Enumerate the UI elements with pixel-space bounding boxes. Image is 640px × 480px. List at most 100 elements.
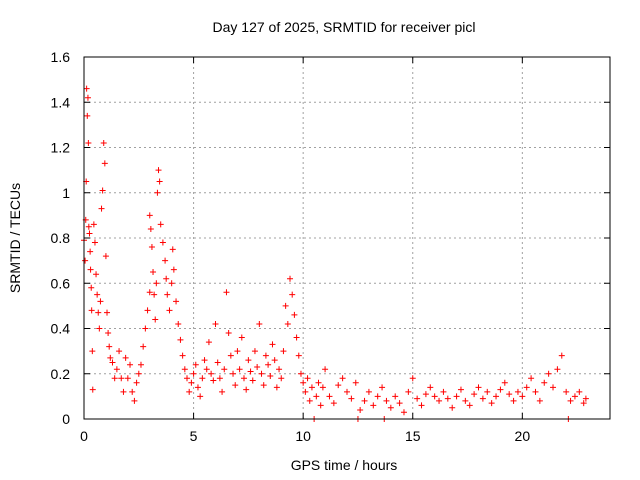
data-point [313,393,320,400]
data-point [571,393,578,400]
data-point [528,375,535,382]
data-point [122,354,129,361]
data-point [523,384,530,391]
data-point [260,382,267,389]
x-tick-label: 5 [190,428,198,444]
data-point [245,357,252,364]
data-point [258,370,265,377]
data-point [519,393,526,400]
data-point [190,370,197,377]
data-point [319,384,326,391]
plot-frame [83,56,611,420]
data-point [98,205,105,212]
x-tick-label: 15 [405,428,421,444]
data-point [154,189,161,196]
data-point [532,388,539,395]
y-tick-label: 0 [62,411,70,427]
data-point [365,388,372,395]
data-point [84,94,91,101]
data-point [106,343,113,350]
data-point [152,316,159,323]
data-point [179,352,186,359]
data-point [510,397,517,404]
data-point [484,388,491,395]
data-point [471,391,478,398]
y-tick-label: 1.6 [51,49,71,65]
data-point [225,330,232,337]
data-point [203,366,210,373]
data-point [405,388,412,395]
data-point [140,343,147,350]
data-point [440,388,447,395]
data-point [295,352,302,359]
chart-title: Day 127 of 2025, SRMTID for receiver pic… [213,19,476,35]
data-point [85,223,92,230]
data-point [88,284,95,291]
data-point [89,348,96,355]
data-point [289,291,296,298]
data-point [422,391,429,398]
data-point [558,352,565,359]
data-point [414,395,421,402]
data-point [89,386,96,393]
data-point [194,384,201,391]
data-point [427,384,434,391]
data-point [282,302,289,309]
data-point [164,291,171,298]
data-point [247,368,254,375]
data-point [273,384,280,391]
data-point [87,248,94,255]
data-point [104,309,111,316]
data-point [293,334,300,341]
data-point [335,382,342,389]
data-point [163,275,170,282]
data-point [300,379,307,386]
data-point [254,363,261,370]
axis-ticks [83,56,610,420]
data-point [192,361,199,368]
data-point [127,361,134,368]
data-point [379,384,386,391]
data-point [157,221,164,228]
data-point [91,239,98,246]
data-point [151,291,158,298]
data-point [582,395,589,402]
data-point [135,370,142,377]
data-point [514,388,521,395]
data-point [94,291,101,298]
data-point [223,289,230,296]
data-point [86,230,93,237]
data-point [85,139,92,146]
data-point [462,397,469,404]
data-point [150,268,157,275]
data-point [232,382,239,389]
data-point [297,370,304,377]
data-point [330,400,337,407]
data-point [146,212,153,219]
data-point [304,375,311,382]
y-tick-label: 0.6 [51,275,71,291]
data-point [118,375,125,382]
data-point [339,375,346,382]
data-point [82,257,89,264]
data-point [563,388,570,395]
data-point [96,325,103,332]
data-point [90,221,97,228]
data-point [400,409,407,416]
data-point [308,384,315,391]
data-point [102,253,109,260]
data-point [567,397,574,404]
data-point [107,354,114,361]
data-point [216,375,223,382]
data-point [147,225,154,232]
data-point [99,187,106,194]
data-point [234,348,241,355]
data-point [580,400,587,407]
data-point [475,384,482,391]
y-tick-label: 0.2 [51,366,71,382]
data-point [153,280,160,287]
data-point [357,406,364,413]
data-point [493,393,500,400]
data-point [155,167,162,174]
